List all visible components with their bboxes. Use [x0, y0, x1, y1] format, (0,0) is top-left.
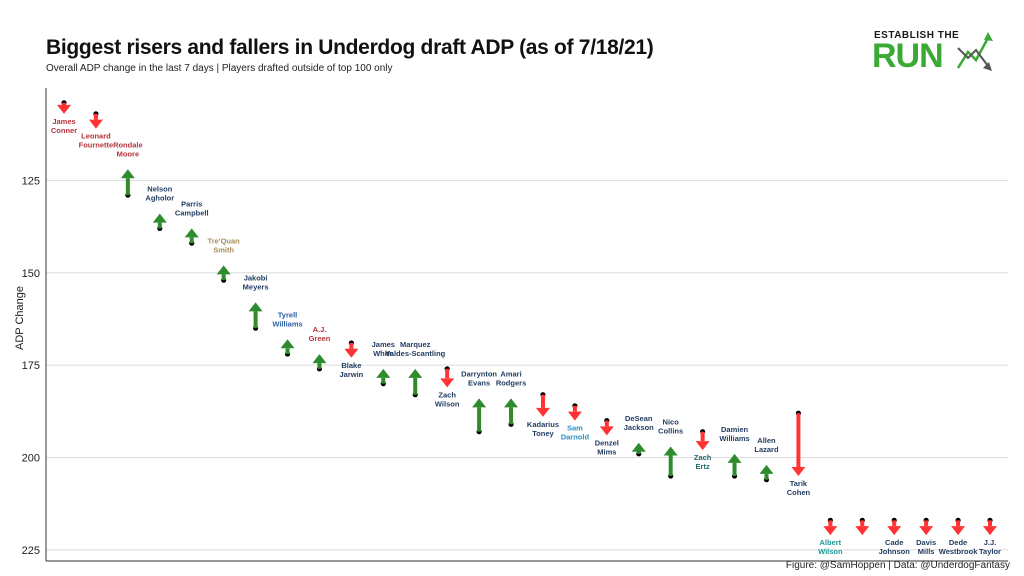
- adp-change-arrow-head: [567, 411, 582, 421]
- player-label: Marquez Valdes-Scantling: [385, 340, 445, 358]
- adp-change-arrow-head: [983, 526, 997, 536]
- adp-change-arrow-head: [88, 119, 103, 129]
- adp-change-arrow-head: [663, 446, 678, 456]
- y-axis-label: ADP Change: [14, 286, 26, 350]
- adp-change-arrow-head: [695, 441, 710, 451]
- adp-change-arrow-head: [472, 398, 487, 408]
- chart-title: Biggest risers and fallers in Underdog d…: [46, 36, 654, 59]
- adp-change-arrow-head: [376, 368, 391, 378]
- adp-change-arrow-head: [408, 368, 423, 378]
- player-label: Nico Collins: [658, 417, 683, 435]
- logo-main-text: RUN: [872, 37, 944, 75]
- adp-change-arrow-head: [280, 339, 295, 349]
- y-tick-label: 175: [22, 360, 40, 372]
- player-label: Albert Wilson: [818, 538, 843, 556]
- player-label: Parris Campbell: [175, 199, 209, 217]
- adp-change-arrow-head: [919, 526, 934, 536]
- player-label: Tarik Cohen: [787, 479, 811, 497]
- adp-change-arrow-head: [535, 407, 550, 417]
- y-tick-label: 225: [22, 545, 40, 557]
- adp-change-arrow-head: [631, 442, 646, 452]
- y-tick-label: 150: [22, 268, 40, 280]
- adp-change-arrow-head: [951, 526, 966, 536]
- adp-change-arrow-head: [759, 464, 774, 474]
- player-label: Darrynton Evans: [461, 369, 497, 387]
- adp-change-arrow-head: [248, 302, 263, 312]
- player-label: Kadarius Toney: [527, 420, 559, 438]
- adp-change-arrow-head: [504, 398, 519, 408]
- player-label: J.J. Taylor: [979, 538, 1001, 556]
- adp-change-arrow-head: [823, 526, 838, 536]
- player-label: Tre'Quan Smith: [208, 236, 241, 254]
- player-label: Denzel Mims: [595, 438, 619, 456]
- player-label: Sam Darnold: [561, 424, 590, 442]
- adp-change-arrow-head: [727, 453, 742, 463]
- player-label: Zach Wilson: [435, 390, 460, 408]
- adp-change-arrow-head: [120, 169, 135, 179]
- player-label: Davis Mills: [916, 538, 936, 556]
- player-label: Cade Johnson: [879, 538, 911, 556]
- player-label: James White: [372, 340, 395, 358]
- brand-logo: ESTABLISH THE RUN: [868, 26, 998, 76]
- adp-change-arrow-head: [887, 526, 902, 536]
- adp-change-arrow-head: [184, 228, 199, 238]
- player-label: Tyrell Williams: [272, 310, 302, 328]
- player-label: Leonard Fournette: [79, 132, 114, 150]
- player-label: A.J. Green: [309, 325, 331, 343]
- player-label: Dede Westbrook: [939, 538, 978, 556]
- adp-change-arrow-head: [440, 378, 455, 388]
- adp-change-arrow-head: [791, 467, 806, 477]
- player-label: Zach Ertz: [694, 453, 712, 471]
- adp-change-arrow-head: [855, 526, 870, 536]
- player-label: Blake Jarwin: [339, 361, 363, 379]
- adp-change-arrow-head: [216, 265, 231, 275]
- trend-arrows-icon: [956, 32, 993, 71]
- y-tick-label: 125: [22, 175, 40, 187]
- player-label: Amari Rodgers: [496, 369, 526, 387]
- adp-change-arrow-head: [599, 426, 614, 436]
- adp-change-arrow-head: [312, 354, 327, 364]
- player-label: Damien Williams: [719, 425, 749, 443]
- player-label: DeSean Jackson: [624, 414, 654, 432]
- y-tick-label: 200: [22, 453, 40, 465]
- player-label: Jakobi Meyers: [243, 273, 269, 291]
- player-label: Rondale Moore: [113, 140, 143, 158]
- player-label: James Conner: [51, 117, 77, 135]
- chart-caption: Figure: @SamHoppen | Data: @UnderdogFant…: [785, 560, 1010, 571]
- player-label: Nelson Agholor: [145, 185, 174, 203]
- chart-subtitle: Overall ADP change in the last 7 days | …: [46, 63, 393, 74]
- player-label: Allen Lazard: [754, 436, 779, 454]
- adp-change-arrow-head: [152, 213, 167, 223]
- logo-top-text: ESTABLISH THE: [874, 30, 960, 41]
- adp-change-arrow-head: [57, 104, 71, 114]
- adp-change-arrow-head: [344, 348, 359, 358]
